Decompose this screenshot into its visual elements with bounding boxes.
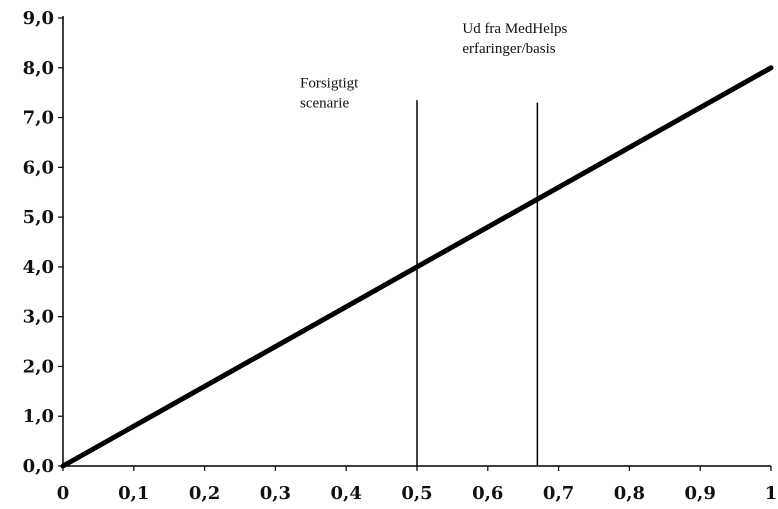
axes	[58, 16, 772, 471]
annotation-text: erfaringer/basis	[462, 41, 555, 57]
annotation-text: Ud fra MedHelps	[462, 21, 567, 37]
y-tick-label: 0,0	[23, 456, 54, 477]
y-tick-label: 9,0	[23, 8, 54, 29]
x-tick-label: 0,5	[401, 483, 432, 504]
x-tick-labels: 0 0,1 0,2 0,3 0,4 0,5 0,6 0,7 0,8 0,9 1	[57, 483, 778, 504]
x-tick-label: 1	[765, 483, 778, 504]
x-tick-label: 0,7	[543, 483, 574, 504]
y-tick-label: 5,0	[23, 207, 54, 228]
y-tick-label: 1,0	[23, 406, 54, 427]
y-tick-label: 2,0	[23, 356, 54, 377]
y-tick-label: 6,0	[23, 157, 54, 178]
series-lines	[60, 65, 774, 469]
y-tick-label: 3,0	[23, 307, 54, 328]
series-line	[60, 65, 774, 469]
annotation-text: Forsigtigt	[300, 76, 359, 92]
x-tick-label: 0,9	[685, 483, 716, 504]
annotation-text: scenarie	[300, 96, 349, 112]
y-tick-labels: 0,0 1,0 2,0 3,0 4,0 5,0 6,0 7,0 8,0 9,0	[23, 8, 54, 477]
x-tick-label: 0,3	[260, 483, 291, 504]
annotations: Forsigtigt scenarie Ud fra MedHelps erfarin…	[300, 21, 567, 112]
x-tick-label: 0	[57, 483, 70, 504]
y-tick-label: 7,0	[23, 108, 54, 129]
y-tick-label: 4,0	[23, 257, 54, 278]
x-tick-label: 0,8	[614, 483, 645, 504]
x-tick-label: 0,4	[331, 483, 362, 504]
y-tick-label: 8,0	[23, 58, 54, 79]
x-tick-label: 0,6	[472, 483, 503, 504]
x-tick-label: 0,1	[118, 483, 149, 504]
x-tick-label: 0,2	[189, 483, 220, 504]
vertical-markers	[416, 100, 539, 466]
